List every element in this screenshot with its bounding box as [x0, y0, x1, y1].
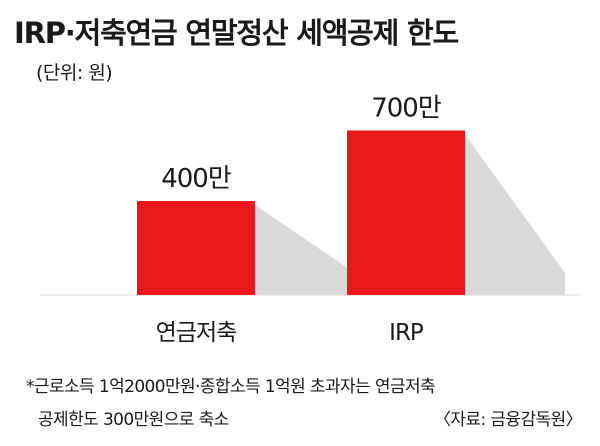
category-label: IRP: [389, 320, 424, 346]
unit-label: (단위: 원): [36, 62, 113, 84]
bar-shadow: [465, 134, 565, 295]
bar-shadow: [255, 205, 355, 295]
chart-title: IRP·저축연금 연말정산 세액공제 한도: [14, 16, 459, 50]
category-label: 연금저축: [156, 320, 237, 346]
footnote-line-1: *근로소득 1억2000만원·종합소득 1억원 초과자는 연금저축: [26, 377, 436, 397]
footnote-line-2: 공제한도 300만원으로 축소: [38, 410, 229, 430]
source-label: 〈자료: 금융감독원〉: [433, 410, 583, 430]
value-label: 400만: [161, 164, 231, 194]
bar: [137, 201, 255, 295]
value-label: 700만: [371, 94, 441, 124]
bar: [347, 130, 465, 295]
